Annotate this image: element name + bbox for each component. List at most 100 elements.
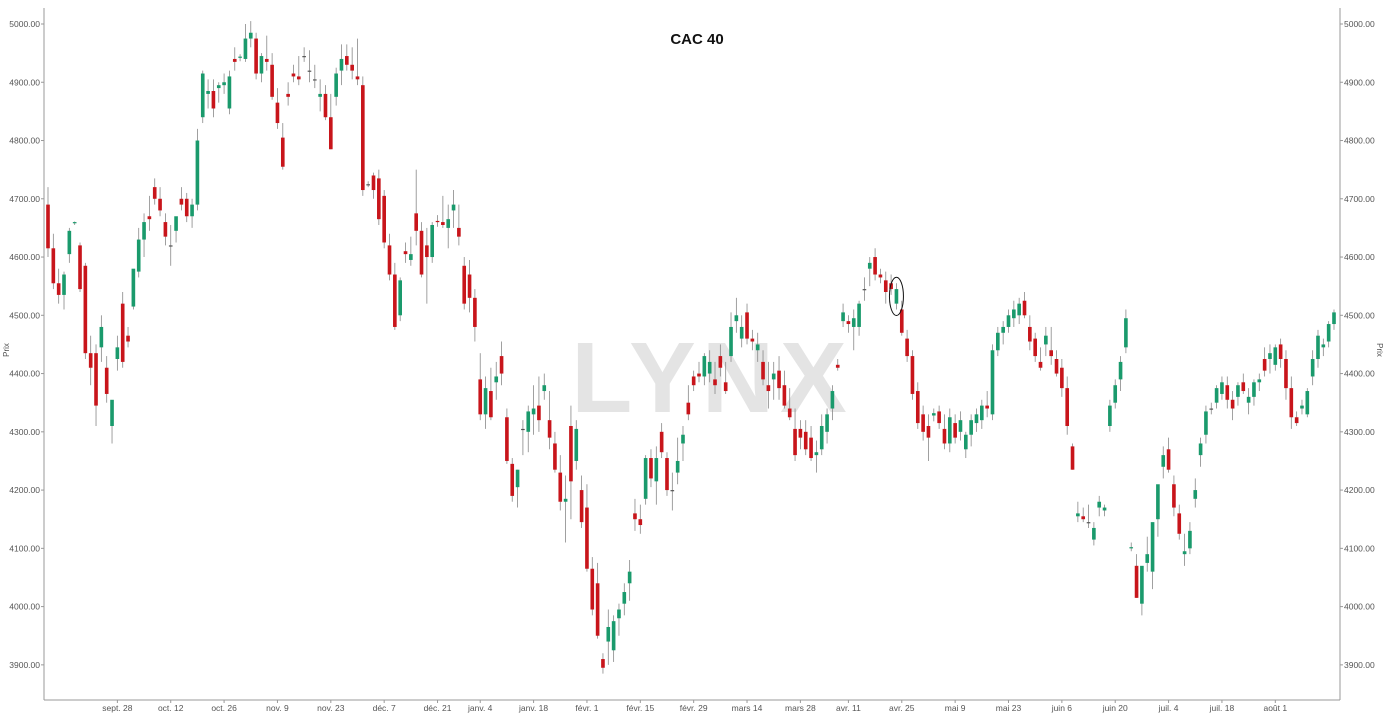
candle	[691, 370, 696, 392]
candle-body	[590, 568, 595, 610]
candle	[398, 277, 402, 322]
candle	[926, 414, 931, 461]
candle-body	[158, 198, 162, 211]
candle	[659, 423, 664, 459]
candle-body	[152, 187, 157, 199]
candle	[798, 420, 803, 450]
candle	[1236, 382, 1240, 406]
candle-body	[830, 391, 835, 409]
x-tick-label: déc. 21	[424, 703, 452, 713]
candle	[771, 361, 776, 400]
candle-body	[862, 289, 867, 291]
candle	[216, 82, 221, 103]
candle-body	[1310, 358, 1315, 377]
candle-body	[328, 117, 333, 150]
x-tick-label: avr. 11	[836, 703, 861, 713]
y-tick-label-left: 5000.00	[9, 19, 40, 29]
candle-body	[409, 254, 413, 260]
x-tick-label: nov. 23	[317, 703, 345, 713]
candle	[745, 303, 749, 345]
candle-body	[1257, 379, 1262, 383]
highlight-marker	[888, 276, 904, 316]
candle-body	[1209, 408, 1214, 410]
candle-body	[1332, 312, 1336, 325]
candle-body	[1214, 388, 1219, 403]
candle	[1182, 533, 1187, 566]
candle-body	[1236, 385, 1240, 397]
candle	[270, 53, 274, 100]
candle	[697, 361, 701, 383]
candle	[1108, 399, 1112, 432]
candle-body	[323, 93, 328, 118]
y-tick-label-right: 4600.00	[1344, 252, 1375, 262]
y-tick-label-left: 4800.00	[9, 136, 40, 146]
candle	[867, 257, 872, 287]
candle	[451, 190, 456, 228]
candle	[601, 653, 605, 674]
candle	[1252, 379, 1256, 406]
candle	[120, 291, 125, 368]
candle-body	[179, 198, 184, 205]
candle	[142, 213, 146, 258]
y-tick-label-left: 4400.00	[9, 369, 40, 379]
candle	[953, 414, 957, 444]
candle-body	[1262, 358, 1267, 371]
candle	[280, 123, 285, 170]
candle-body	[254, 38, 258, 74]
candle-body	[921, 414, 925, 432]
candle	[1092, 522, 1096, 546]
candle-body	[873, 257, 877, 275]
candle	[78, 242, 82, 292]
candle-body	[526, 411, 531, 432]
candle	[1044, 326, 1048, 357]
candle	[531, 385, 536, 435]
candle-body	[1140, 565, 1144, 604]
candle	[899, 300, 904, 336]
candle-body	[1092, 527, 1096, 540]
candle	[1246, 388, 1251, 415]
candle-body	[1305, 391, 1310, 415]
candle-body	[996, 332, 1000, 351]
candles	[46, 21, 1336, 674]
x-tick-label: mai 23	[996, 703, 1022, 713]
candle-body	[803, 431, 808, 450]
y-tick-label-right: 3900.00	[1344, 660, 1375, 670]
candle	[787, 388, 792, 421]
candle	[1225, 376, 1230, 409]
candle	[152, 178, 157, 205]
candle-body	[216, 85, 221, 89]
candle-body	[355, 76, 360, 80]
candle-body	[451, 204, 456, 211]
x-tick-label: déc. 7	[373, 703, 396, 713]
candle	[1033, 332, 1037, 362]
candle-body	[553, 443, 557, 470]
candle-body	[691, 376, 696, 386]
x-tick-label: juin 6	[1051, 703, 1073, 713]
candle	[1081, 507, 1086, 523]
candle-body	[446, 219, 451, 228]
candle	[723, 361, 728, 394]
candle	[1321, 338, 1326, 357]
candle	[403, 242, 408, 263]
candle-body	[915, 391, 920, 424]
candle	[473, 289, 477, 342]
candle	[1305, 388, 1310, 418]
candle-body	[195, 140, 200, 205]
candle-body	[1326, 324, 1331, 342]
candle-body	[441, 222, 445, 225]
candle	[878, 268, 883, 284]
candle	[104, 356, 109, 403]
candle	[430, 222, 435, 263]
candle	[627, 559, 632, 601]
y-tick-label-right: 4400.00	[1344, 369, 1375, 379]
candle-body	[1038, 361, 1043, 368]
candle-body	[627, 571, 632, 584]
candle-body	[755, 344, 760, 351]
candle	[1209, 402, 1214, 415]
candle-body	[841, 312, 845, 322]
candle	[259, 53, 264, 83]
candle-body	[1278, 344, 1283, 359]
candle	[211, 79, 216, 118]
candle-body	[819, 425, 824, 450]
x-tick-label: mars 28	[785, 703, 816, 713]
